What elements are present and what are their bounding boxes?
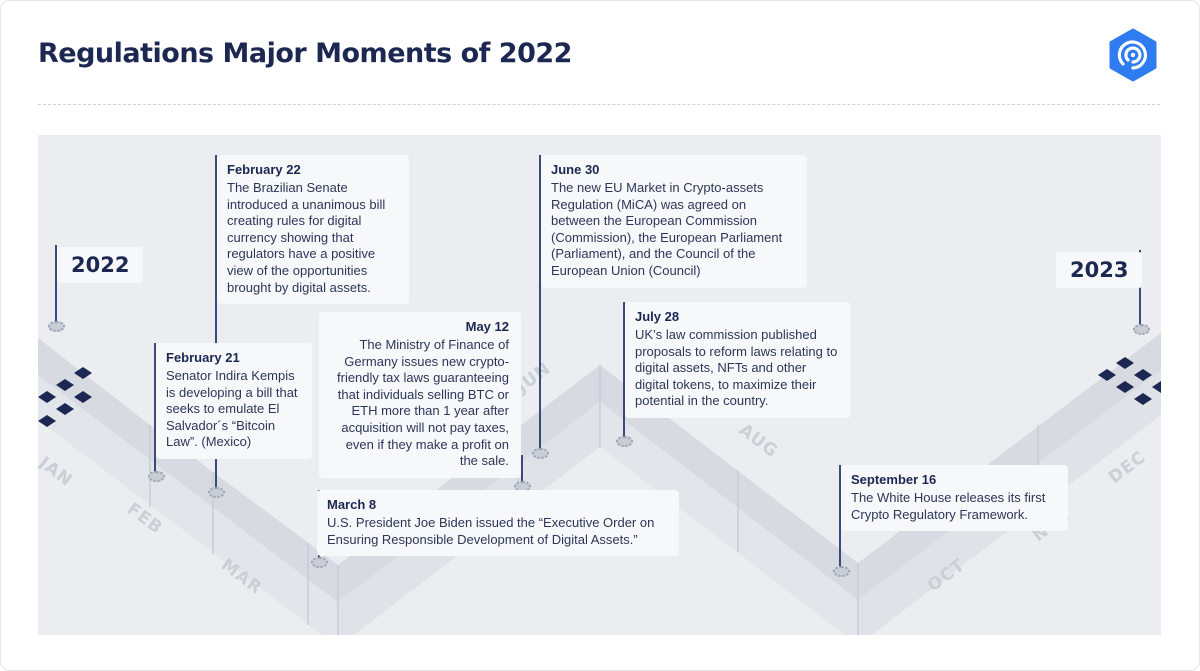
- event-card: September 16 The White House releases it…: [841, 465, 1068, 532]
- event-date: July 28: [635, 309, 680, 324]
- end-checkered-flag: [1098, 357, 1161, 405]
- event-date: June 30: [551, 162, 600, 177]
- marker-stem-2022: [55, 245, 57, 325]
- month-label-jan: JAN: [38, 452, 76, 491]
- event-text: U.S. President Joe Biden issued the “Exe…: [327, 515, 655, 547]
- year-label-end: 2023: [1056, 252, 1143, 288]
- marker-stem-2023: [1139, 250, 1141, 326]
- marker-dot-feb21: [148, 471, 165, 482]
- event-card: February 21 Senator Indira Kempis is dev…: [156, 343, 312, 459]
- road-side: [600, 402, 858, 635]
- event-card: June 30 The new EU Market in Crypto-asse…: [541, 155, 807, 288]
- marker-stem-jun30: [539, 155, 541, 451]
- event-date: February 21: [166, 350, 240, 365]
- event-card: July 28 UK’s law commission published pr…: [625, 302, 851, 418]
- event-text: Senator Indira Kempis is developing a bi…: [166, 368, 298, 450]
- marker-stem-may12: [521, 455, 523, 485]
- event-date: September 16: [851, 472, 937, 487]
- start-checkered-flag: [38, 367, 92, 427]
- marker-dot-jul28: [616, 436, 633, 447]
- event-text: The White House releases its first Crypt…: [851, 490, 1046, 522]
- road-separators: [149, 365, 1039, 635]
- hexagon-radar-logo-icon: [1109, 28, 1157, 82]
- marker-stem-sep16: [839, 465, 841, 568]
- month-label-dec: DEC: [1105, 447, 1150, 488]
- road-side: [38, 375, 338, 635]
- marker-dot-mar8: [311, 557, 328, 568]
- event-text: The Ministry of Finance of Germany issue…: [337, 337, 509, 469]
- event-date: February 22: [227, 162, 301, 177]
- header-divider: [38, 104, 1160, 105]
- marker-stem-feb21: [154, 343, 156, 473]
- marker-dot-sep16: [833, 566, 850, 577]
- event-card: February 22 The Brazilian Senate introdu…: [217, 155, 409, 305]
- event-date: March 8: [327, 497, 377, 512]
- event-card: March 8 U.S. President Joe Biden issued …: [317, 490, 679, 557]
- event-date: May 12: [465, 319, 509, 334]
- road-surface: [600, 365, 858, 600]
- event-text: The Brazilian Senate introduced a unanim…: [227, 180, 386, 295]
- marker-dot-feb22: [208, 487, 225, 498]
- marker-dot-2022: [48, 321, 65, 332]
- marker-dot-jun30: [532, 448, 549, 459]
- page-title: Regulations Major Moments of 2022: [38, 38, 572, 69]
- year-label-start: 2022: [57, 247, 144, 283]
- marker-stem-feb22: [215, 155, 217, 490]
- road-surface: [38, 338, 338, 602]
- month-label-aug: AUG: [735, 420, 782, 462]
- event-card: May 12 The Ministry of Finance of German…: [319, 312, 521, 478]
- timeline-stage: JAN FEB MAR JUN AUG OCT NOV DEC 2022 202…: [38, 135, 1161, 635]
- marker-dot-2023: [1133, 324, 1150, 335]
- event-text: The new EU Market in Crypto-assets Regul…: [551, 180, 783, 278]
- marker-stem-jul28: [623, 302, 625, 440]
- event-text: UK’s law commission published proposals …: [635, 327, 838, 409]
